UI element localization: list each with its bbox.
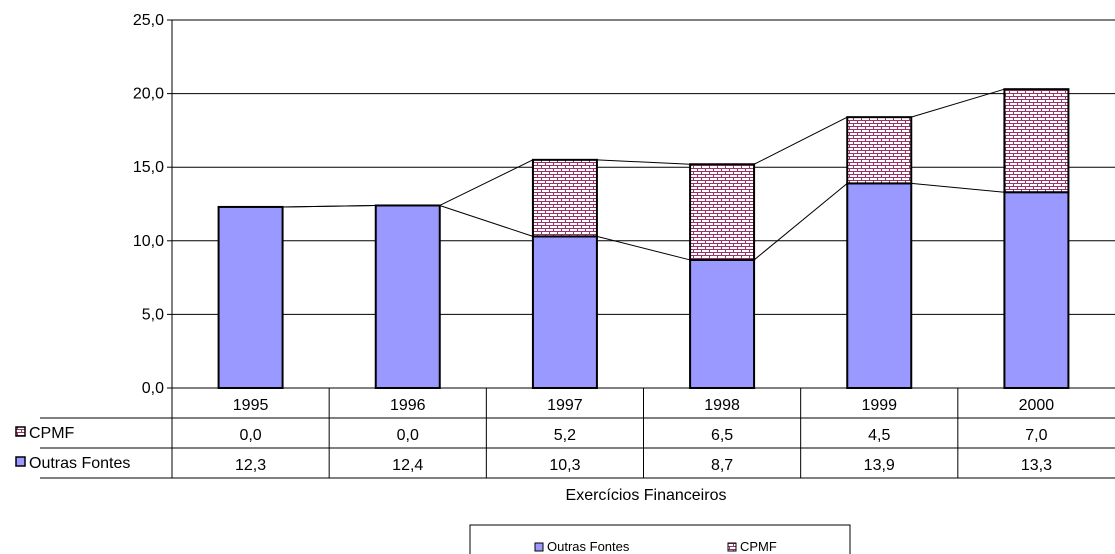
table-cell: 0,0: [239, 427, 261, 444]
table-cell: 10,3: [549, 457, 580, 474]
bar-cpmf-1997: [531, 158, 598, 238]
table-cell: 4,5: [868, 427, 890, 444]
bar-cpmf-1998: [689, 163, 756, 261]
y-tick-label: 5,0: [142, 306, 164, 323]
data-table: 1995 1996 1997 1998 1999 2000 CPMF 0,0 0,0 5,2 6,5…: [15, 388, 1115, 479]
x-tick-label: 1995: [233, 397, 269, 414]
legend-box: [469, 524, 851, 554]
legend-label-outras-fontes: Outras Fontes: [547, 539, 630, 554]
bar-cpmf-1999: [846, 116, 913, 185]
y-tick-label: 20,0: [133, 86, 164, 103]
y-tick-label: 0,0: [142, 380, 164, 397]
connector-outras-fontes: [911, 182, 1005, 193]
table-row-label-cpmf: CPMF: [29, 425, 75, 442]
table-cell: 5,2: [554, 427, 576, 444]
legend-label-cpmf: CPMF: [740, 539, 777, 554]
table-cell: 13,9: [864, 457, 895, 474]
bar-outras-fontes-1997: [531, 235, 598, 389]
connector-outras-fontes: [439, 204, 534, 237]
table-cell: 12,3: [235, 457, 266, 474]
table-row-label-outras-fontes: Outras Fontes: [29, 455, 130, 472]
bar-outras-fontes-1999: [846, 182, 913, 389]
y-tick-label: 15,0: [133, 159, 164, 176]
series-connector-lines: [282, 88, 1005, 261]
connector-cpmf: [911, 88, 1005, 118]
legend: Outras Fontes CPMF: [469, 524, 851, 554]
x-tick-label: 1997: [547, 397, 583, 414]
table-cell: 12,4: [392, 457, 423, 474]
bars: [217, 88, 1070, 389]
table-cell: 0,0: [397, 427, 419, 444]
table-swatch-outras-fontes: [15, 456, 26, 467]
x-axis-title: Exercícios Financeiros: [566, 487, 727, 504]
connector-outras-fontes: [753, 183, 848, 261]
bar-cpmf-2000: [1003, 88, 1070, 194]
bar-outras-fontes-1995: [217, 205, 284, 389]
table-swatch-cpmf: [15, 426, 26, 437]
x-tick-label: 1999: [861, 397, 897, 414]
y-axis-tick-labels: 0,0 5,0 10,0 15,0 20,0 25,0: [133, 12, 164, 397]
y-tick-label: 25,0: [133, 12, 164, 29]
bar-outras-fontes-2000: [1003, 191, 1070, 389]
gridlines: [167, 19, 1115, 389]
connector-cpmf: [282, 204, 376, 208]
table-cell: 6,5: [711, 427, 733, 444]
table-cell: 7,0: [1025, 427, 1047, 444]
bar-outras-fontes-1996: [374, 204, 441, 389]
x-tick-label: 1996: [390, 397, 426, 414]
connector-outras-fontes: [596, 235, 691, 261]
connector-cpmf: [439, 159, 534, 206]
legend-swatch-cpmf: [727, 542, 737, 552]
table-cell: 13,3: [1021, 457, 1052, 474]
y-tick-label: 10,0: [133, 233, 164, 250]
axes: [171, 20, 1115, 389]
connector-cpmf: [753, 116, 848, 165]
connector-cpmf: [596, 159, 691, 165]
x-tick-label: 1998: [704, 397, 740, 414]
bar-outras-fontes-1998: [689, 258, 756, 389]
legend-swatch-outras-fontes: [534, 542, 544, 552]
x-tick-label: 2000: [1019, 397, 1055, 414]
table-cell: 8,7: [711, 457, 733, 474]
